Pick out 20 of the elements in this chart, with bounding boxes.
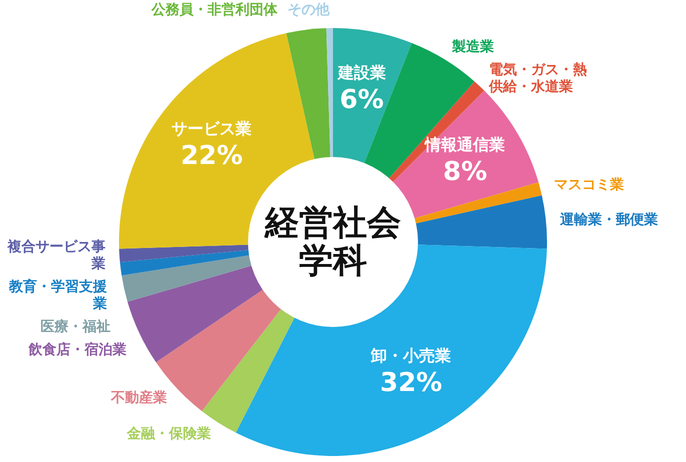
slice-label: サービス業 [172,119,252,138]
data-label: 6% [338,84,385,117]
slice-label: 運輸業・郵便業 [560,212,658,230]
data-label: 8% [442,156,488,190]
data-label: 32% [379,366,444,400]
slice-label: マスコミ業 [554,176,624,194]
slice-label: 金融・保険業 [126,426,211,443]
slice-label: 教育・学習支援業 [8,279,107,314]
slice-label: その他 [287,2,330,19]
text: 経営社会学科 [263,203,402,281]
slice-label: 医療・福祉 [40,319,110,336]
slice-label: 卸・小売業 [371,346,452,365]
slice-label: 建設業 [338,62,386,82]
slice-label: 製造業 [452,39,494,56]
slice-label: 公務員・非営利団体 [151,2,278,19]
data-label: 22% [180,140,244,174]
slice-label: 電気・ガス・熱供給・水道業 [489,62,588,96]
slice-label: 飲食店・宿泊業 [28,342,127,360]
slice-label: 不動産業 [110,390,167,407]
slice-label: 複合サービス事業 [6,239,106,274]
